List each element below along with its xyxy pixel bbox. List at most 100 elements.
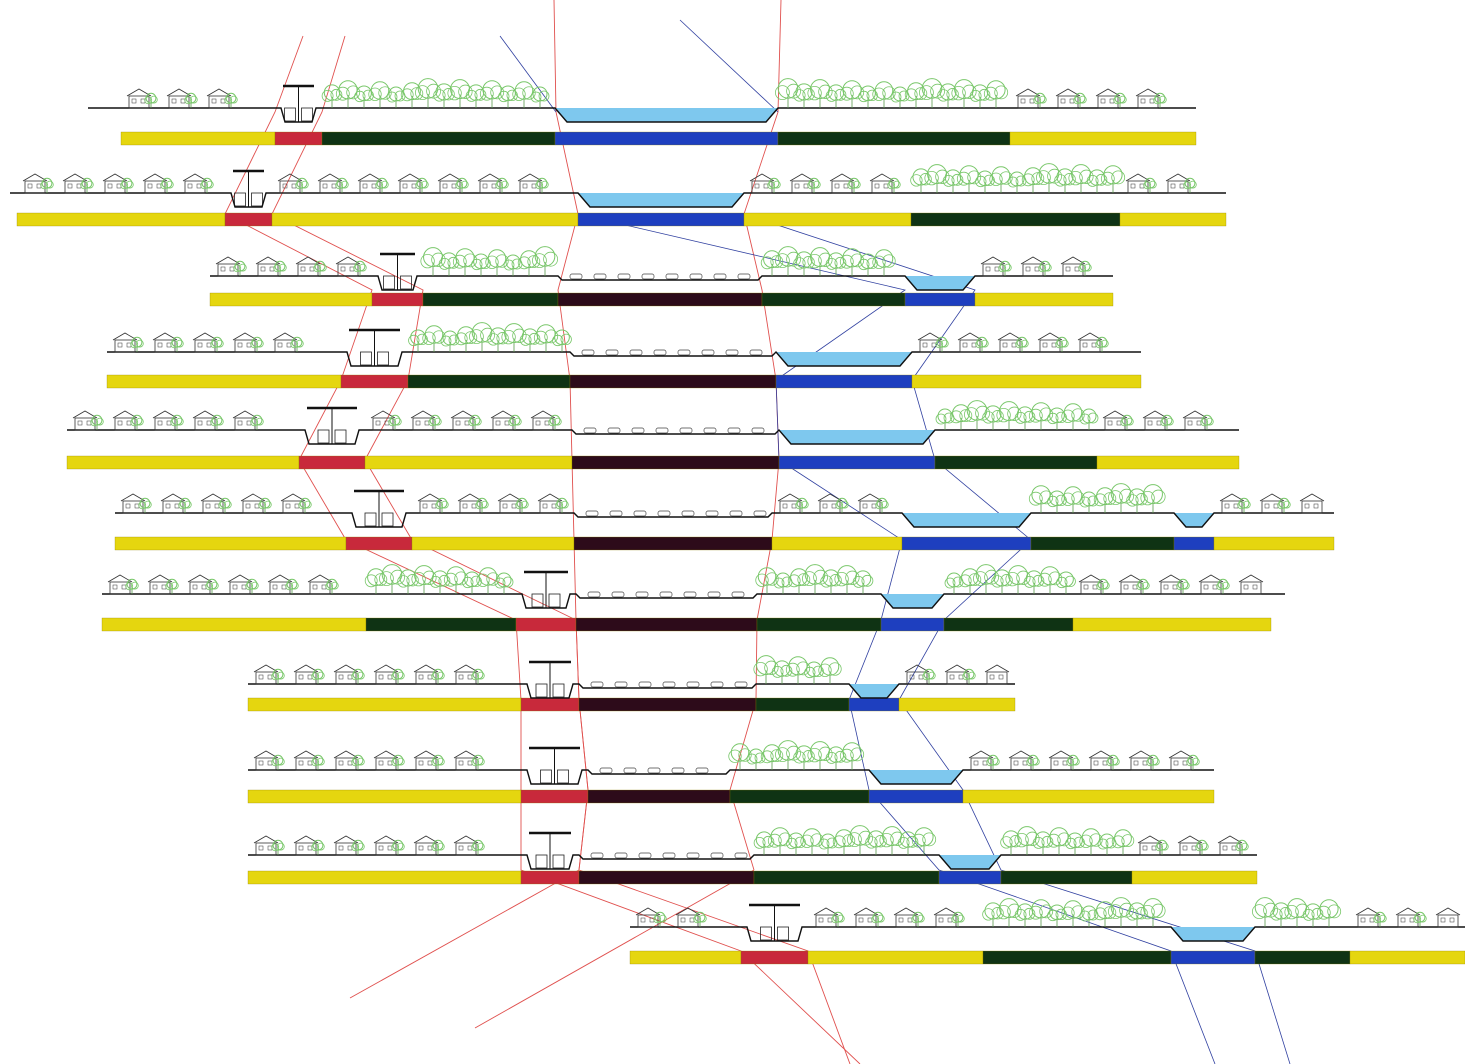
house-icon xyxy=(1102,410,1128,431)
zone-bar-residential xyxy=(271,212,579,227)
ground-line xyxy=(115,512,1334,528)
car-icon xyxy=(590,852,604,859)
tree-icon xyxy=(1061,403,1085,430)
tree-icon xyxy=(1028,485,1054,513)
zone-bar-rail xyxy=(520,789,589,804)
house-icon xyxy=(142,173,168,194)
zone-bar-green xyxy=(1254,950,1351,965)
zone-bar-water xyxy=(1170,950,1256,965)
tree-icon xyxy=(530,86,550,108)
house-icon xyxy=(933,907,959,928)
car-icon xyxy=(707,591,721,598)
zone-bar-green xyxy=(761,292,906,307)
tree-icon xyxy=(1047,904,1067,927)
car-icon xyxy=(631,427,645,434)
tree-icon xyxy=(503,254,523,276)
tree-icon xyxy=(533,324,559,352)
house-icon xyxy=(293,664,319,685)
house-icon xyxy=(255,256,281,277)
car-icon xyxy=(662,852,676,859)
tree-icon xyxy=(351,668,365,684)
zone-bar-residential xyxy=(898,697,1016,712)
zone-bar-water xyxy=(901,536,1032,551)
car-icon xyxy=(677,349,691,356)
car-icon xyxy=(734,852,748,859)
house-icon xyxy=(1095,88,1121,109)
tree-icon xyxy=(775,740,801,770)
car-icon xyxy=(583,427,597,434)
ground-line xyxy=(107,350,1141,367)
house-icon xyxy=(1177,835,1203,856)
house-icon xyxy=(417,493,443,514)
ground-line xyxy=(10,192,1226,208)
section-s11 xyxy=(629,897,1465,965)
house-icon xyxy=(675,907,701,928)
house-icon xyxy=(829,173,855,194)
house-icon xyxy=(147,574,173,595)
tree-icon xyxy=(397,569,419,594)
tree-icon xyxy=(386,86,406,108)
zone-bar-rail xyxy=(515,617,577,632)
tree-icon xyxy=(250,336,264,352)
house-icon xyxy=(253,835,279,856)
zone-bar-rail xyxy=(298,455,366,470)
house-icon xyxy=(944,664,970,685)
zone-bar-road xyxy=(569,374,777,389)
tree-icon xyxy=(1146,754,1160,770)
tram-icon xyxy=(307,406,357,444)
zone-bar-residential xyxy=(411,536,575,551)
tree-icon xyxy=(313,260,327,276)
tree-icon xyxy=(440,330,460,352)
house-icon xyxy=(980,256,1006,277)
tree-icon xyxy=(290,336,304,352)
car-icon xyxy=(686,852,700,859)
tree-icon xyxy=(831,911,845,927)
tree-icon xyxy=(200,177,214,193)
car-icon xyxy=(655,427,669,434)
zone-bar-residential xyxy=(1119,212,1227,227)
house-icon xyxy=(120,493,146,514)
tree-icon xyxy=(90,414,104,430)
house-icon xyxy=(1182,410,1208,431)
house-icon xyxy=(1395,907,1421,928)
house-icon xyxy=(413,750,439,771)
section-s6 xyxy=(114,483,1335,551)
tree-icon xyxy=(847,825,873,855)
house-icon xyxy=(335,256,361,277)
house-icon xyxy=(267,574,293,595)
tree-icon xyxy=(1055,336,1069,352)
tree-icon xyxy=(1252,897,1278,927)
house-icon xyxy=(307,574,333,595)
tree-icon xyxy=(802,564,828,594)
house-icon xyxy=(968,750,994,771)
water-channel xyxy=(902,513,1031,527)
tree-icon xyxy=(760,744,784,770)
tree-icon xyxy=(452,248,478,276)
tree-icon xyxy=(1270,902,1292,927)
section-s9 xyxy=(247,740,1215,804)
tree-icon xyxy=(353,260,367,276)
house-icon xyxy=(126,88,152,109)
zone-bar-residential xyxy=(1213,536,1335,551)
house-icon xyxy=(437,173,463,194)
tree-icon xyxy=(411,565,437,594)
tree-icon xyxy=(962,668,976,684)
zone-bar-residential xyxy=(209,292,373,307)
house-icon xyxy=(857,493,883,514)
zone-bar-residential xyxy=(120,131,276,146)
zone-bar-residential xyxy=(807,950,984,965)
zone-bar-residential xyxy=(1096,455,1240,470)
tree-icon xyxy=(144,92,158,108)
tram-icon xyxy=(354,489,404,527)
tree-icon xyxy=(178,497,192,513)
tree-icon xyxy=(535,177,549,193)
tree-icon xyxy=(969,84,991,108)
ground-line xyxy=(67,428,1239,445)
zone-bar-green xyxy=(1000,870,1133,885)
water-corridor-line xyxy=(499,35,557,113)
tree-icon xyxy=(1111,829,1135,855)
car-icon xyxy=(659,591,673,598)
tree-icon xyxy=(944,572,964,594)
zone-bar-water xyxy=(1173,536,1215,551)
tree-icon xyxy=(170,414,184,430)
